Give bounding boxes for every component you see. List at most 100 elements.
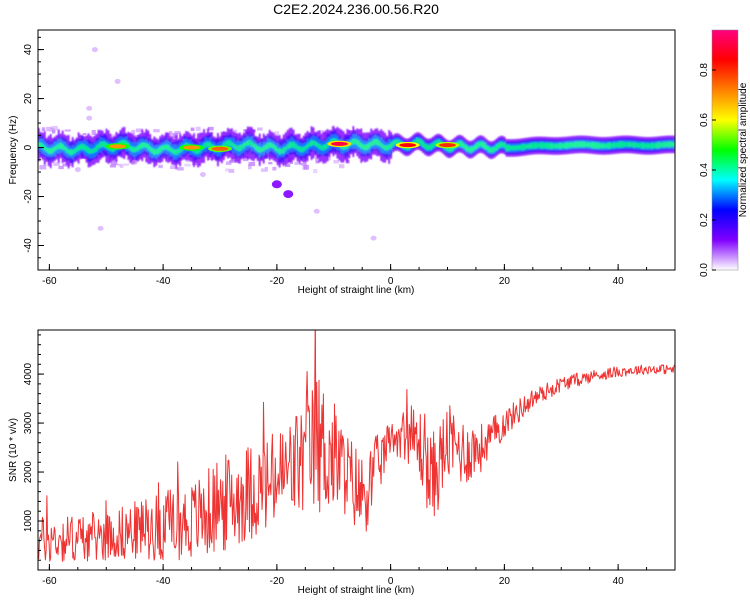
x-tick-label: 0 <box>388 576 394 587</box>
spectrogram-cell <box>131 146 134 152</box>
spectrogram-cell <box>270 142 273 148</box>
spectrogram-cell <box>497 143 500 149</box>
spectrogram-cell <box>288 142 291 149</box>
spectrogram-outlier <box>97 225 104 231</box>
spectrogram-cell <box>179 147 181 153</box>
spectrogram-cell <box>611 143 613 148</box>
colorbar: 0.0 0.2 0.4 0.6 0.8 Normalized spectral ampl… <box>699 29 749 277</box>
spectrogram-outlier <box>86 105 93 111</box>
spectrogram-cell <box>434 141 436 147</box>
spectrogram-cell <box>324 144 327 150</box>
spectrogram-cell <box>276 148 279 153</box>
spectrogram-speckle <box>338 164 345 169</box>
spectrogram-cell <box>227 140 229 146</box>
spectrogram-cell <box>97 143 100 149</box>
spectrogram-speckle <box>313 169 318 174</box>
spectrogram-cell <box>436 140 438 146</box>
spectrogram-speckle <box>116 163 123 166</box>
spectrogram-cell <box>284 146 287 152</box>
spectrogram-speckle <box>149 152 154 156</box>
spectrogram-hotspot <box>331 141 348 146</box>
spectrogram-cell <box>207 141 209 148</box>
spectrogram-y-ticks: -40 -20 0 20 40 <box>23 36 44 271</box>
spectrogram-cell <box>165 144 167 150</box>
spectrogram-cell <box>384 145 386 151</box>
spectrogram-cell <box>605 143 607 149</box>
spectrogram-cell <box>296 145 299 151</box>
spectrogram-cell <box>252 143 255 148</box>
y-tick-label: -40 <box>23 238 34 253</box>
y-tick-label: 2000 <box>23 460 34 483</box>
spectrogram-cell <box>294 143 297 149</box>
spectrogram-cell <box>673 142 675 147</box>
spectrogram-cell <box>290 141 293 148</box>
spectrogram-cell <box>380 142 382 148</box>
spectrogram-cell <box>462 142 464 148</box>
spectrogram-cell <box>358 140 361 147</box>
spectrogram-cell <box>231 142 233 147</box>
spectrogram-cell <box>424 143 426 149</box>
spectrogram-cell <box>326 142 329 149</box>
spectrogram-speckle <box>58 165 64 170</box>
spectrogram-speckle <box>48 129 53 133</box>
spectrogram-speckle <box>172 133 178 139</box>
spectrogram-cell <box>302 146 305 152</box>
spectrogram-cell <box>671 141 673 147</box>
spectrogram-speckle <box>228 168 235 173</box>
spectrogram-speckle <box>100 138 107 143</box>
spectrogram-outlier <box>131 159 138 165</box>
spectrogram-panel: -60 -40 -20 0 20 40 -40 -20 0 20 40 Height of str… <box>8 29 676 296</box>
spectrogram-cell <box>55 144 58 150</box>
spectrogram-cell <box>603 143 605 149</box>
spectrogram-speckle <box>64 129 71 132</box>
spectrogram-cell <box>555 143 558 149</box>
spectrogram-cell <box>535 142 538 149</box>
spectrogram-speckle <box>82 133 87 136</box>
y-tick-label: 0 <box>23 144 34 150</box>
spectrogram-cell <box>645 143 647 149</box>
spectrogram-cell <box>374 139 377 145</box>
spectrogram-cell <box>420 139 422 146</box>
spectrogram-cell <box>51 147 54 154</box>
spectrogram-speckle <box>233 129 238 132</box>
spectrogram-cell <box>362 144 365 150</box>
spectrogram-speckle <box>111 134 117 138</box>
spectrogram-cell <box>308 141 311 147</box>
spectrogram-cell <box>316 142 319 148</box>
spectrogram-cell <box>543 142 546 149</box>
colorbar-tick-label: 0.2 <box>699 213 710 227</box>
spectrogram-hotspot <box>183 145 200 150</box>
colorbar-tick-label: 0.8 <box>699 63 710 77</box>
spectrogram-hotspot <box>211 146 229 151</box>
spectrogram-cell <box>551 143 554 149</box>
spectrogram-speckle <box>117 137 122 142</box>
spectrogram-cell <box>565 142 568 149</box>
spectrogram-cell <box>320 145 323 151</box>
spectrogram-cell <box>67 149 70 155</box>
spectrogram-cell <box>93 147 96 153</box>
spectrogram-cell <box>147 144 150 151</box>
spectrogram-cell <box>659 142 661 149</box>
spectrogram-cell <box>627 141 629 148</box>
spectrogram-cell <box>69 149 72 156</box>
spectrogram-cell <box>613 142 615 149</box>
spectrogram-cell <box>515 145 518 151</box>
spectrogram-cell <box>467 147 470 152</box>
spectrogram-cell <box>386 145 388 151</box>
spectrogram-cell <box>617 141 619 148</box>
spectrogram-cell <box>469 146 472 153</box>
spectrogram-speckle <box>264 167 268 172</box>
spectrogram-cell <box>125 141 128 148</box>
spectrogram-cell <box>239 145 241 152</box>
spectrogram-speckle <box>272 166 277 171</box>
spectrogram-cell <box>599 143 601 149</box>
spectrogram-cell <box>141 142 144 149</box>
spectrogram-cell <box>669 141 671 148</box>
spectrogram-cell <box>422 141 424 148</box>
spectrogram-cell <box>523 143 526 150</box>
spectrogram-speckle <box>207 126 214 131</box>
spectrogram-cell <box>471 146 474 152</box>
spectrogram-cell <box>643 142 645 149</box>
x-tick-label: -60 <box>42 276 57 287</box>
spectrogram-speckle <box>327 155 331 161</box>
